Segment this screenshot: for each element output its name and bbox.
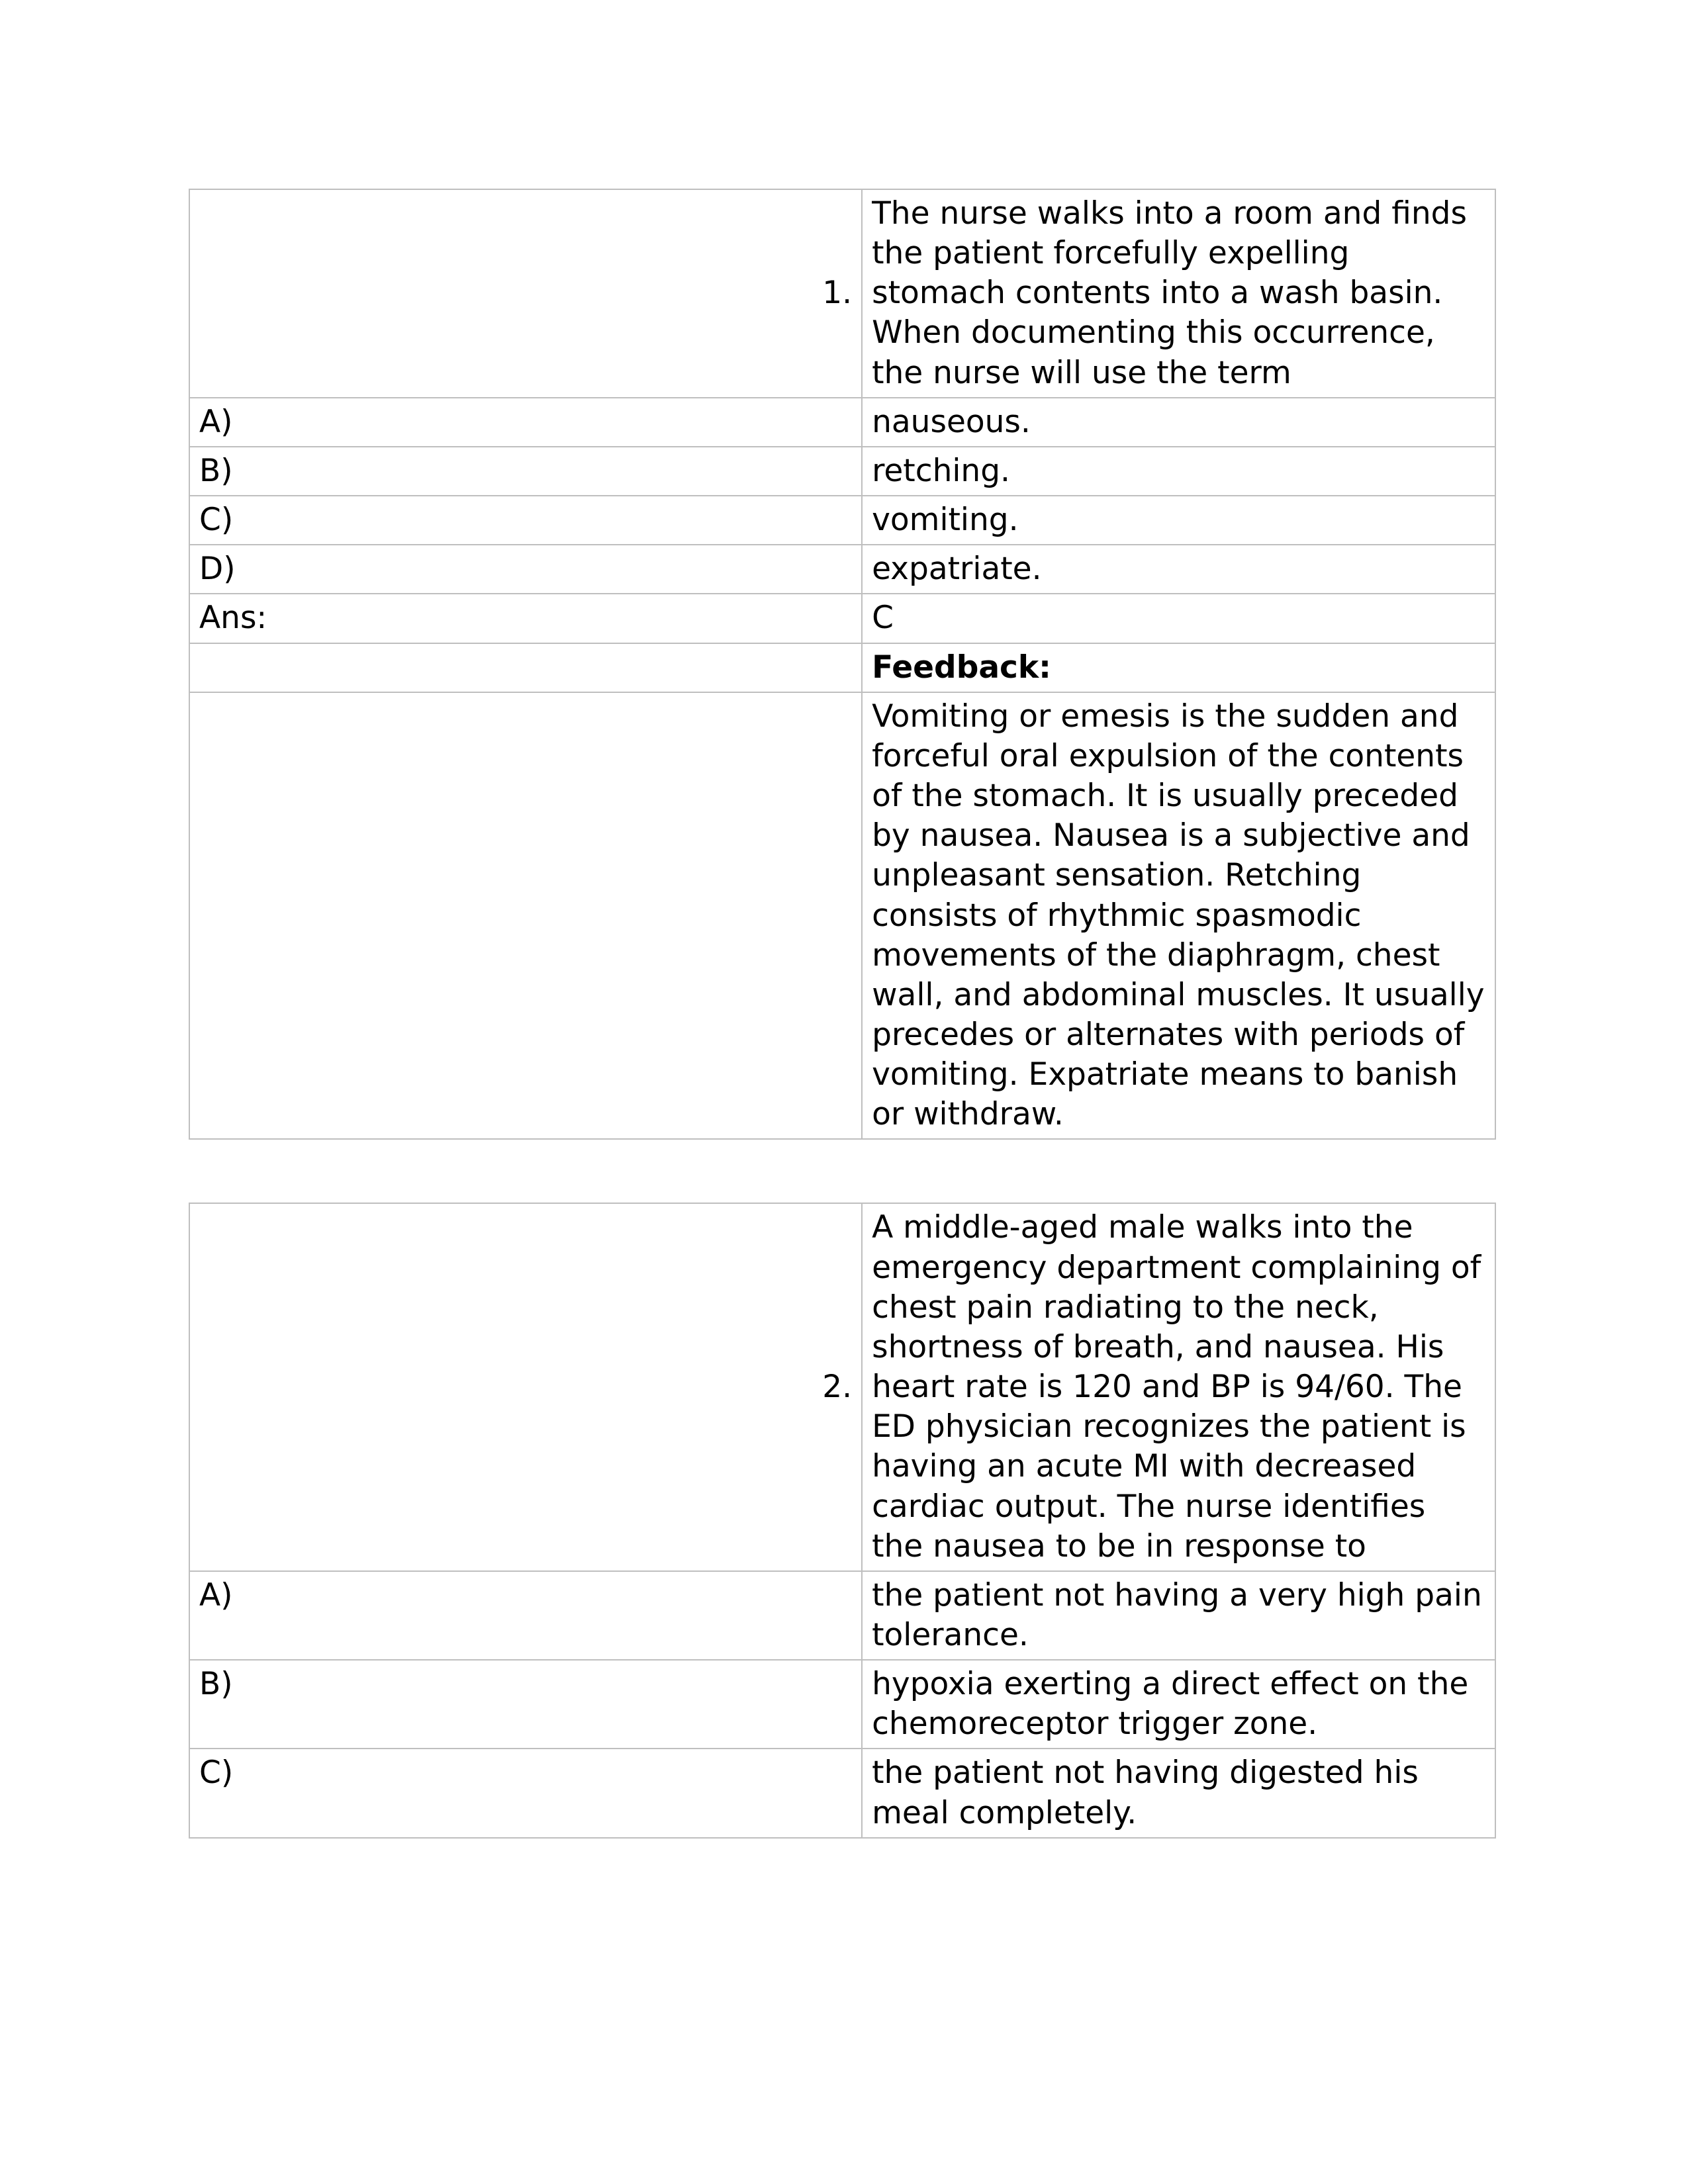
empty-cell xyxy=(189,692,862,1140)
question-stem: A middle-aged male walks into the emerge… xyxy=(862,1203,1495,1570)
question-stem-row: 2. A middle-aged male walks into the eme… xyxy=(189,1203,1495,1570)
option-text: hypoxia exerting a direct effect on the … xyxy=(862,1660,1495,1749)
option-label: B) xyxy=(189,1660,862,1749)
option-row: B) retching. xyxy=(189,447,1495,496)
question-stem: The nurse walks into a room and finds th… xyxy=(862,189,1495,398)
option-text: expatriate. xyxy=(862,545,1495,594)
option-row: A) the patient not having a very high pa… xyxy=(189,1571,1495,1660)
question-table-2: 2. A middle-aged male walks into the eme… xyxy=(189,1203,1496,1838)
option-label: C) xyxy=(189,496,862,545)
feedback-text: Vomiting or emesis is the sudden and for… xyxy=(862,692,1495,1140)
question-stem-row: 1. The nurse walks into a room and finds… xyxy=(189,189,1495,398)
option-text: retching. xyxy=(862,447,1495,496)
option-label: C) xyxy=(189,1749,862,1837)
answer-value: C xyxy=(862,594,1495,643)
feedback-label-row: Feedback: xyxy=(189,643,1495,692)
option-row: C) the patient not having digested his m… xyxy=(189,1749,1495,1837)
option-row: A) nauseous. xyxy=(189,398,1495,447)
empty-cell xyxy=(189,643,862,692)
option-row: D) expatriate. xyxy=(189,545,1495,594)
option-row: C) vomiting. xyxy=(189,496,1495,545)
question-number: 2. xyxy=(189,1203,862,1570)
option-label: A) xyxy=(189,398,862,447)
page-content: 1. The nurse walks into a room and finds… xyxy=(189,189,1496,1839)
option-label: A) xyxy=(189,1571,862,1660)
question-number: 1. xyxy=(189,189,862,398)
option-text: nauseous. xyxy=(862,398,1495,447)
table-gap xyxy=(189,1140,1496,1203)
option-text: the patient not having a very high pain … xyxy=(862,1571,1495,1660)
feedback-label: Feedback: xyxy=(862,643,1495,692)
option-text: the patient not having digested his meal… xyxy=(862,1749,1495,1837)
option-label: B) xyxy=(189,447,862,496)
answer-row: Ans: C xyxy=(189,594,1495,643)
option-text: vomiting. xyxy=(862,496,1495,545)
answer-label: Ans: xyxy=(189,594,862,643)
question-table-1: 1. The nurse walks into a room and finds… xyxy=(189,189,1496,1140)
option-label: D) xyxy=(189,545,862,594)
feedback-row: Vomiting or emesis is the sudden and for… xyxy=(189,692,1495,1140)
option-row: B) hypoxia exerting a direct effect on t… xyxy=(189,1660,1495,1749)
